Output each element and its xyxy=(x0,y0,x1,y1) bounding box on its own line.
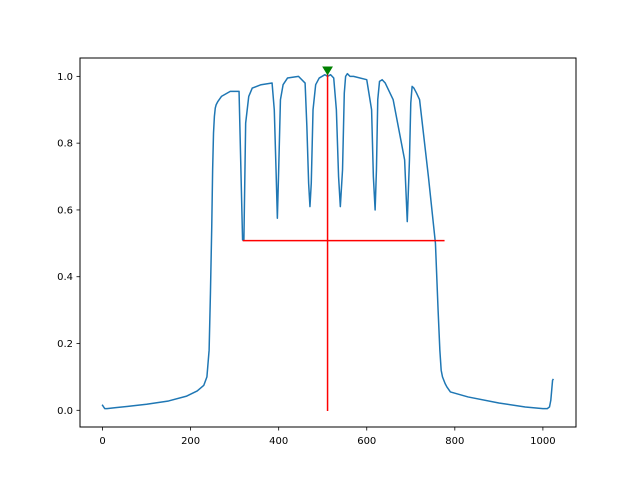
y-tick-label: 0.0 xyxy=(57,406,73,417)
x-tick-label: 1000 xyxy=(530,436,555,447)
axes-frame xyxy=(79,57,577,428)
series-layer xyxy=(101,72,555,412)
peak-marker xyxy=(322,66,333,76)
x-tick-label: 400 xyxy=(269,436,288,447)
y-tick-label: 1.0 xyxy=(57,72,73,83)
y-tick-label: 0.2 xyxy=(57,339,73,350)
series-line xyxy=(101,72,555,410)
x-axis: 0 200 400 600 800 1000 xyxy=(99,427,556,447)
y-tick-label: 0.8 xyxy=(57,139,73,150)
x-tick-label: 0 xyxy=(99,436,105,447)
y-tick-label: 0.4 xyxy=(57,272,73,283)
plot-area xyxy=(79,57,577,428)
y-tick-label: 0.6 xyxy=(57,205,73,216)
x-tick-label: 200 xyxy=(181,436,200,447)
x-tick-label: 600 xyxy=(357,436,376,447)
y-axis: 0.0 0.2 0.4 0.6 0.8 1.0 xyxy=(57,72,80,417)
marker-layer xyxy=(322,66,333,76)
x-tick-label: 800 xyxy=(445,436,464,447)
